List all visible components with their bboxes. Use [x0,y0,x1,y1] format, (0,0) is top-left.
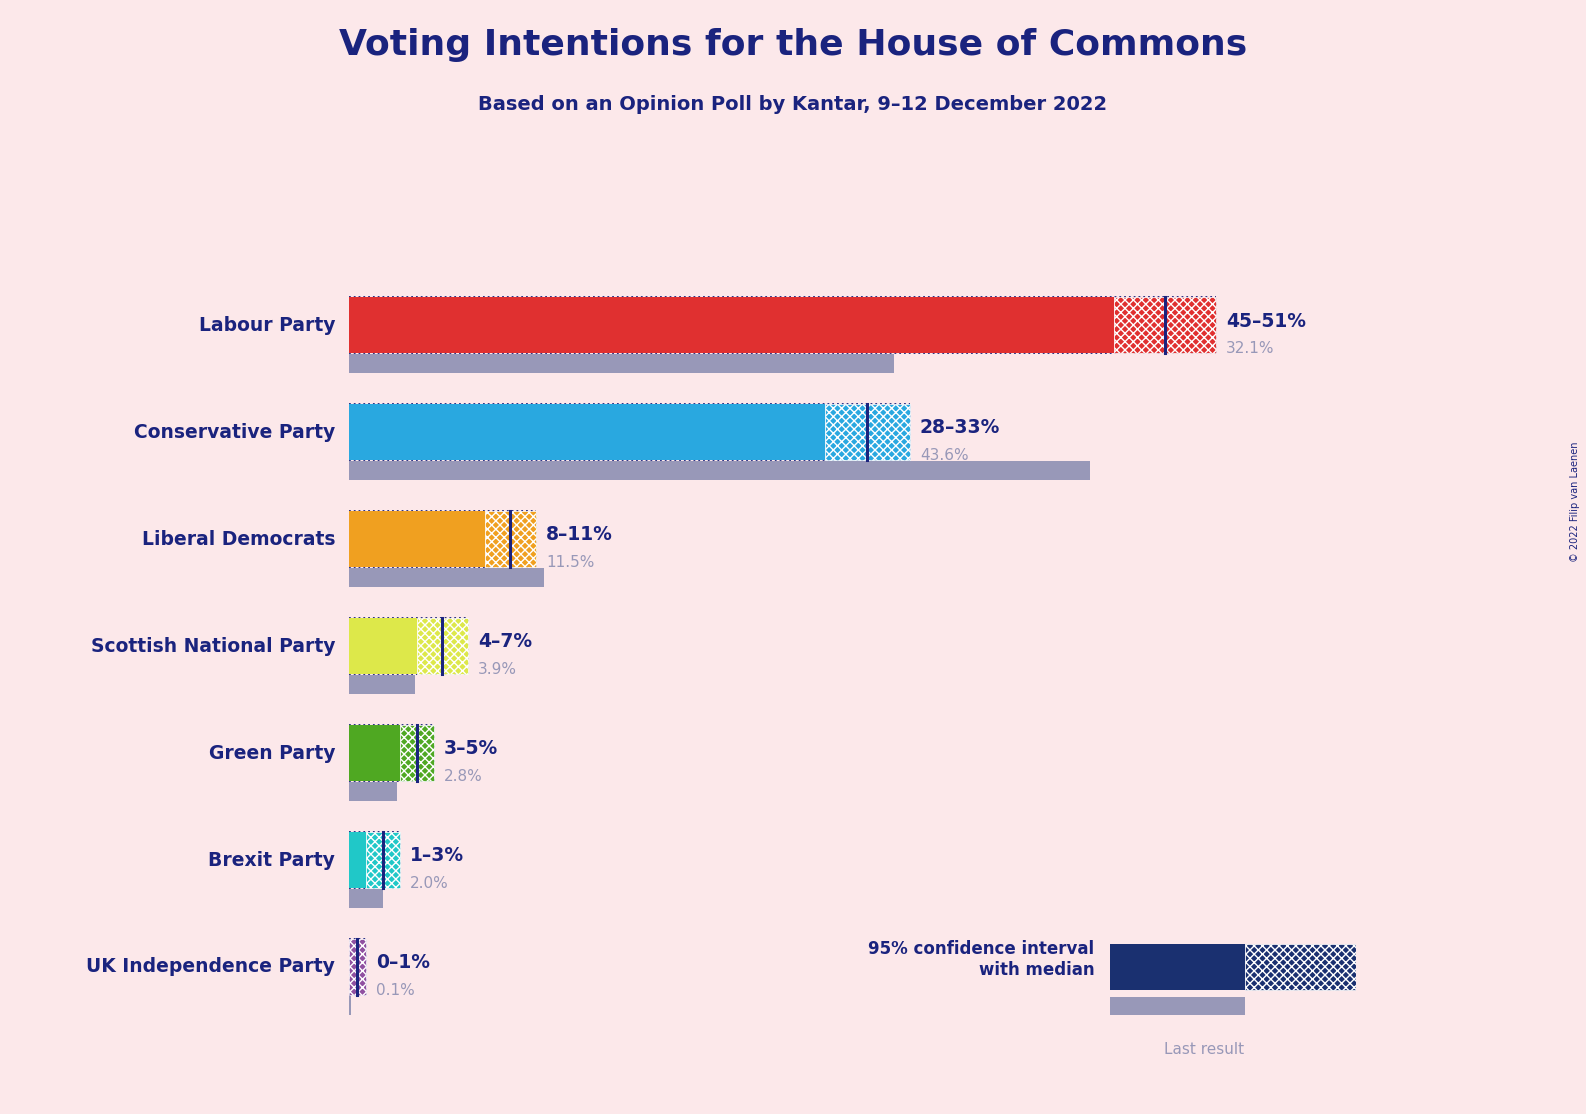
Bar [417,618,468,674]
Bar [349,939,366,995]
Bar [1113,297,1215,353]
Bar [825,404,910,460]
Bar [349,297,1113,353]
Bar [349,832,366,888]
Bar [349,568,544,587]
Text: 4–7%: 4–7% [477,633,533,652]
Text: 3.9%: 3.9% [477,662,517,677]
Bar [1110,997,1245,1015]
Text: Labour Party: Labour Party [198,315,335,335]
Text: 8–11%: 8–11% [546,526,612,545]
Bar [349,675,416,694]
Bar [349,354,895,373]
Bar [349,889,382,908]
Text: 43.6%: 43.6% [920,448,969,463]
Text: 45–51%: 45–51% [1226,312,1305,331]
Text: Liberal Democrats: Liberal Democrats [141,529,335,549]
Text: Based on an Opinion Poll by Kantar, 9–12 December 2022: Based on an Opinion Poll by Kantar, 9–12… [479,95,1107,114]
Bar [349,782,396,801]
Bar [1110,945,1245,990]
Text: Conservative Party: Conservative Party [135,422,335,442]
Text: Green Party: Green Party [209,743,335,763]
Bar [349,511,485,567]
Text: 0.1%: 0.1% [376,983,416,998]
Bar [349,996,351,1015]
Bar [349,618,417,674]
Bar [349,725,400,781]
Text: © 2022 Filip van Laenen: © 2022 Filip van Laenen [1570,441,1580,561]
Text: Brexit Party: Brexit Party [208,850,335,870]
Text: 95% confidence interval
with median: 95% confidence interval with median [868,940,1094,978]
Text: 2.0%: 2.0% [411,876,449,891]
Text: 2.8%: 2.8% [444,769,482,784]
Text: 1–3%: 1–3% [411,847,465,866]
Bar [485,511,536,567]
Text: Last result: Last result [1164,1042,1243,1056]
Text: 0–1%: 0–1% [376,954,430,973]
Text: UK Independence Party: UK Independence Party [87,957,335,977]
Bar [366,832,400,888]
Bar [349,404,825,460]
Bar [1245,945,1356,990]
Text: Voting Intentions for the House of Commons: Voting Intentions for the House of Commo… [339,28,1247,62]
Text: 3–5%: 3–5% [444,740,498,759]
Bar [349,461,1090,480]
Text: 11.5%: 11.5% [546,555,595,570]
Text: Scottish National Party: Scottish National Party [90,636,335,656]
Bar [400,725,435,781]
Text: 32.1%: 32.1% [1226,341,1274,356]
Text: 28–33%: 28–33% [920,419,1001,438]
